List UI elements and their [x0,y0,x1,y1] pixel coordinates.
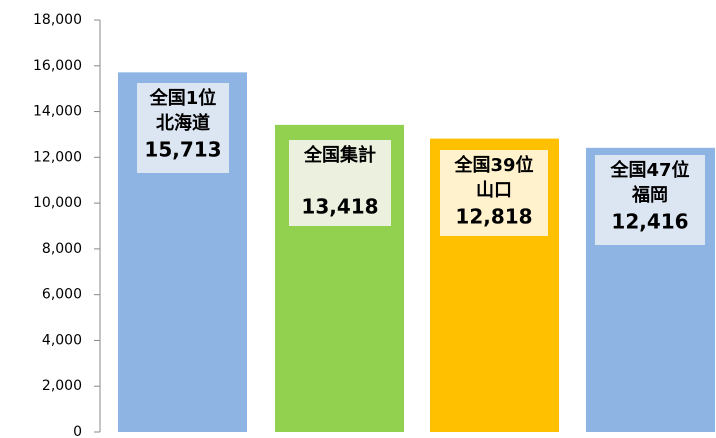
label-box [440,150,548,236]
label-box [595,155,705,245]
data-label: 15,713 [144,138,221,162]
y-tick-label: 8,000 [42,241,82,257]
y-tick-label: 14,000 [33,104,82,120]
label-box [289,140,391,226]
data-label: 12,416 [611,210,688,234]
data-label-text: 福岡 [631,184,668,206]
y-tick-label: 6,000 [42,287,82,303]
y-tick-label: 2,000 [42,378,82,394]
y-tick-label: 12,000 [33,149,82,165]
data-label: 12,818 [455,205,532,229]
data-label-text: 全国集計 [303,144,376,166]
y-tick-label: 10,000 [33,195,82,211]
data-label-text: 全国1位 [149,87,217,109]
data-label-text: 山口 [476,180,512,201]
y-tick-label: 16,000 [33,58,82,74]
data-label-text: 全国47位 [609,159,689,181]
y-tick-label: 18,000 [33,12,82,28]
label-box [137,83,229,173]
data-label-text: 全国39位 [453,154,533,176]
data-label-text: 北海道 [156,112,210,134]
data-label: 13,418 [301,195,378,219]
y-tick-label: 0 [73,424,82,438]
y-tick-label: 4,000 [42,332,82,348]
